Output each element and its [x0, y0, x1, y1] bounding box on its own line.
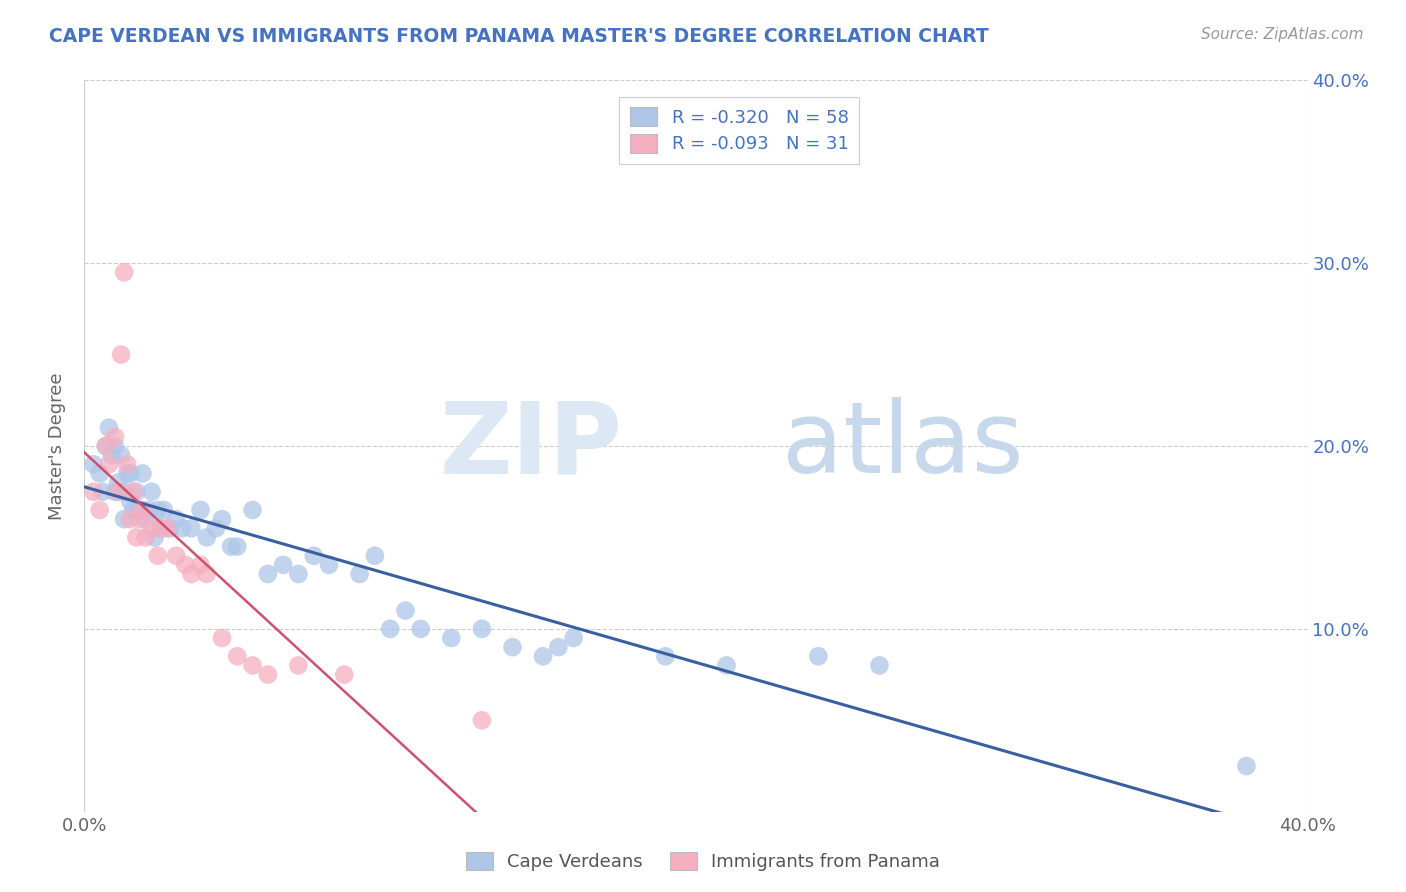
- Point: [502, 640, 524, 655]
- Point: [211, 631, 233, 645]
- Point: [107, 475, 129, 490]
- Point: [107, 484, 129, 499]
- Point: [120, 494, 142, 508]
- Point: [471, 714, 494, 728]
- Point: [110, 448, 132, 462]
- Point: [138, 503, 160, 517]
- Point: [122, 503, 145, 517]
- Point: [104, 430, 127, 444]
- Point: [141, 484, 163, 499]
- Legend: R = -0.320   N = 58, R = -0.093   N = 31: R = -0.320 N = 58, R = -0.093 N = 31: [620, 96, 859, 164]
- Point: [112, 265, 135, 279]
- Point: [135, 530, 157, 544]
- Point: [226, 649, 249, 664]
- Point: [115, 467, 138, 481]
- Point: [153, 503, 176, 517]
- Point: [120, 512, 142, 526]
- Point: [257, 667, 280, 681]
- Point: [146, 503, 169, 517]
- Text: Source: ZipAtlas.com: Source: ZipAtlas.com: [1201, 27, 1364, 42]
- Point: [156, 521, 179, 535]
- Point: [333, 667, 356, 681]
- Point: [112, 512, 135, 526]
- Point: [409, 622, 432, 636]
- Point: [165, 512, 187, 526]
- Point: [287, 567, 309, 582]
- Point: [190, 558, 212, 572]
- Point: [219, 540, 242, 554]
- Point: [91, 484, 114, 499]
- Point: [94, 439, 117, 453]
- Point: [562, 631, 585, 645]
- Point: [242, 503, 264, 517]
- Point: [172, 521, 194, 535]
- Point: [110, 347, 132, 362]
- Point: [97, 421, 120, 435]
- Legend: Cape Verdeans, Immigrants from Panama: Cape Verdeans, Immigrants from Panama: [458, 845, 948, 879]
- Point: [287, 658, 309, 673]
- Point: [174, 558, 197, 572]
- Point: [440, 631, 463, 645]
- Point: [143, 530, 166, 544]
- Point: [146, 549, 169, 563]
- Point: [349, 567, 371, 582]
- Point: [125, 484, 148, 499]
- Point: [180, 567, 202, 582]
- Point: [364, 549, 387, 563]
- Point: [271, 558, 294, 572]
- Point: [195, 530, 218, 544]
- Point: [128, 503, 150, 517]
- Point: [318, 558, 340, 572]
- Point: [302, 549, 325, 563]
- Point: [89, 467, 111, 481]
- Point: [394, 603, 416, 617]
- Point: [807, 649, 830, 664]
- Point: [128, 512, 150, 526]
- Point: [83, 457, 105, 471]
- Point: [149, 521, 172, 535]
- Point: [471, 622, 494, 636]
- Point: [205, 521, 228, 535]
- Point: [94, 439, 117, 453]
- Point: [104, 439, 127, 453]
- Y-axis label: Master's Degree: Master's Degree: [48, 372, 66, 520]
- Text: ZIP: ZIP: [440, 398, 623, 494]
- Point: [547, 640, 569, 655]
- Point: [654, 649, 676, 664]
- Point: [112, 484, 135, 499]
- Point: [149, 521, 172, 535]
- Text: atlas: atlas: [782, 398, 1024, 494]
- Point: [89, 503, 111, 517]
- Point: [83, 484, 105, 499]
- Point: [135, 512, 157, 526]
- Point: [180, 521, 202, 535]
- Point: [1236, 759, 1258, 773]
- Point: [125, 530, 148, 544]
- Point: [195, 567, 218, 582]
- Point: [120, 467, 142, 481]
- Point: [122, 484, 145, 499]
- Point: [211, 512, 233, 526]
- Point: [131, 503, 153, 517]
- Point: [159, 521, 181, 535]
- Text: CAPE VERDEAN VS IMMIGRANTS FROM PANAMA MASTER'S DEGREE CORRELATION CHART: CAPE VERDEAN VS IMMIGRANTS FROM PANAMA M…: [49, 27, 988, 45]
- Point: [869, 658, 891, 673]
- Point: [131, 467, 153, 481]
- Point: [226, 540, 249, 554]
- Point: [190, 503, 212, 517]
- Point: [97, 457, 120, 471]
- Point: [257, 567, 280, 582]
- Point: [531, 649, 554, 664]
- Point: [141, 521, 163, 535]
- Point: [716, 658, 738, 673]
- Point: [380, 622, 402, 636]
- Point: [104, 484, 127, 499]
- Point: [165, 549, 187, 563]
- Point: [115, 457, 138, 471]
- Point: [101, 448, 124, 462]
- Point: [242, 658, 264, 673]
